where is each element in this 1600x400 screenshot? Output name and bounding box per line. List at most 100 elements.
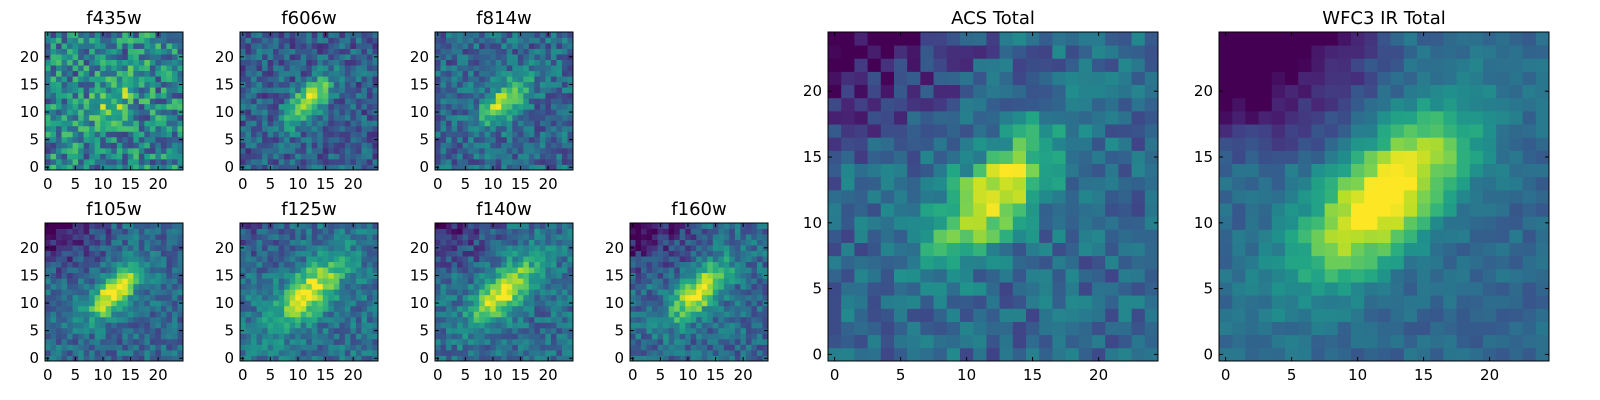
heat-cell	[262, 87, 268, 94]
heat-cell	[506, 48, 513, 55]
heat-cell	[177, 256, 184, 263]
heat-cell	[56, 131, 62, 138]
heat-cell	[251, 131, 257, 138]
heat-cell	[512, 289, 519, 296]
heat-cell	[322, 311, 329, 318]
heat-cell	[149, 333, 156, 340]
heat-cell	[344, 131, 351, 138]
heat-cell	[67, 245, 73, 251]
heat-cell	[273, 76, 280, 83]
heat-cell	[355, 228, 362, 235]
heat-cell	[986, 255, 1000, 270]
heat-cell	[171, 234, 178, 240]
heat-cell	[1065, 308, 1080, 322]
heat-cell	[245, 65, 252, 72]
heat-cell	[333, 311, 340, 318]
heat-cell	[646, 250, 653, 257]
heat-cell	[267, 120, 274, 127]
heat-cell	[366, 344, 373, 351]
heat-cell	[468, 278, 475, 285]
heat-cell	[144, 120, 151, 127]
heat-cell	[523, 59, 530, 66]
heat-cell	[256, 250, 263, 257]
heat-cell	[468, 136, 475, 143]
heat-cell	[854, 255, 868, 270]
heat-cell	[707, 289, 714, 296]
heat-cell	[317, 300, 324, 307]
heat-cell	[561, 316, 568, 323]
heat-cell	[138, 300, 145, 307]
heat-cell	[138, 256, 145, 263]
heat-cell	[446, 289, 452, 296]
heat-cell	[696, 234, 703, 240]
heat-cell	[674, 322, 681, 329]
heat-cell	[690, 239, 697, 246]
heat-cell	[149, 338, 156, 345]
heat-cell	[171, 267, 178, 274]
heat-cell	[545, 278, 552, 285]
heat-cell	[550, 349, 557, 356]
heat-cell	[45, 316, 51, 323]
heat-cell	[545, 103, 552, 110]
heat-cell	[295, 54, 302, 60]
heat-cell	[256, 109, 263, 116]
heat-cell	[122, 125, 129, 132]
heat-cell	[435, 344, 441, 351]
heat-cell	[567, 316, 574, 323]
heat-cell	[685, 327, 692, 334]
heat-cell	[317, 98, 324, 105]
heat-cell	[946, 242, 961, 257]
heat-cell	[72, 289, 79, 296]
heat-cell	[328, 81, 335, 88]
heat-cell	[567, 32, 574, 38]
heat-cell	[61, 322, 68, 329]
heat-cell	[322, 109, 329, 116]
heat-cell	[712, 344, 719, 351]
heat-cell	[278, 245, 285, 251]
heat-cell	[462, 250, 469, 257]
heat-cell	[300, 142, 307, 149]
heat-cell	[56, 267, 62, 274]
heat-cell	[355, 239, 362, 246]
heat-cell	[451, 158, 458, 165]
heat-cell	[306, 32, 313, 38]
heat-cell	[550, 136, 557, 143]
heat-cell	[361, 131, 368, 138]
heat-cell	[1078, 308, 1093, 322]
heat-cell	[328, 300, 335, 307]
heat-cell	[663, 305, 670, 312]
heat-cell	[89, 316, 96, 323]
heat-cell	[462, 59, 469, 66]
heat-cell	[435, 142, 441, 149]
heat-cell	[89, 333, 96, 340]
heat-cell	[933, 255, 948, 270]
heat-cell	[344, 164, 351, 171]
heat-cell	[105, 256, 112, 263]
heat-cell	[127, 344, 134, 351]
heat-cell	[462, 81, 469, 88]
heat-cell	[446, 327, 452, 334]
heat-cell	[1026, 189, 1040, 204]
heat-cell	[72, 234, 79, 240]
heat-cell	[105, 54, 112, 60]
heat-cell	[756, 228, 763, 235]
heat-cell	[105, 114, 112, 121]
heat-cell	[89, 327, 96, 334]
heat-cell	[273, 294, 280, 301]
heat-cell	[105, 37, 112, 44]
heat-cell	[674, 234, 681, 240]
heat-cell	[278, 125, 285, 132]
heat-cell	[149, 305, 156, 312]
heat-cell	[646, 311, 653, 318]
heat-cell	[468, 54, 475, 60]
heat-cell	[484, 228, 491, 235]
heat-cell	[501, 136, 508, 143]
heat-cell	[462, 267, 469, 274]
heat-cell	[45, 338, 51, 345]
heat-cell	[56, 305, 62, 312]
heat-cell	[155, 98, 162, 105]
heatmap-cells	[45, 223, 184, 362]
heat-cell	[534, 305, 541, 312]
heat-cell	[256, 322, 263, 329]
heat-cell	[133, 322, 140, 329]
